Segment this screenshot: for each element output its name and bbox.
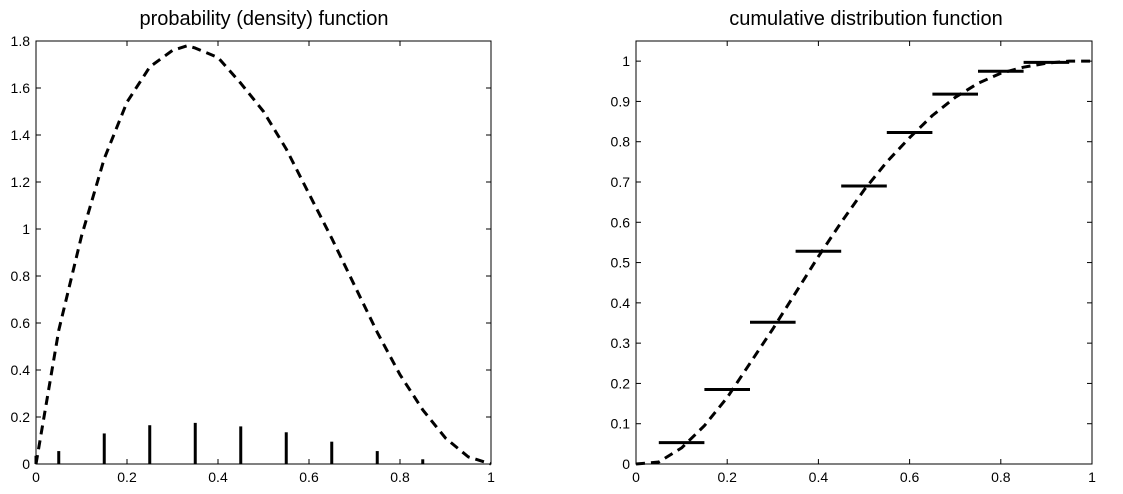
cdf-x-tick-label: 0.2 [717,469,737,485]
cdf-y-tick-label: 1 [622,53,630,69]
cdf-y-tick-label: 0.2 [611,375,631,391]
pdf-x-tick-label: 0.4 [208,469,228,485]
cdf-y-tick-label: 0.8 [611,134,631,150]
cdf-y-tick-label: 0 [622,456,630,472]
cdf-y-tick-label: 0.7 [611,174,631,190]
pdf-y-tick-label: 0.6 [11,315,31,331]
pdf-dashed-curve [34,44,492,466]
cdf-plot-frame [635,40,1093,465]
pdf-y-tick-label: 1 [22,221,30,237]
pdf-y-tick-label: 1.8 [11,33,31,49]
pdf-y-tick-label: 1.6 [11,80,31,96]
cdf-x-tick-label: 0.4 [809,469,829,485]
cdf-title: cumulative distribution function [729,8,1002,30]
pdf-y-tick-label: 1.2 [11,174,31,190]
pdf-x-tick-label: 0 [32,469,40,485]
cdf-y-tick-label: 0.3 [611,335,631,351]
cdf-x-tick-label: 0 [632,469,640,485]
cdf-dashed-curve [635,59,1092,466]
pdf-x-tick-label: 0.6 [299,469,319,485]
cdf-panel: cumulative distribution function 0 0.2 0.4… [611,8,1097,485]
pdf-panel: probability (density) function 0 0.2 0.4 0.… [11,8,496,485]
cdf-y-tick-label: 0.5 [611,255,631,271]
cdf-x-tick-label: 1 [1088,469,1096,485]
pdf-y-tick-label: 1.4 [11,127,31,143]
pdf-title: probability (density) function [139,8,388,30]
cdf-y-tick-label: 0.6 [611,214,631,230]
pdf-y-tick-label: 0 [22,456,30,472]
pdf-y-tick-label: 0.2 [11,409,31,425]
cdf-x-tick-label: 0.8 [991,469,1011,485]
cdf-x-tick-label: 0.6 [900,469,920,485]
cdf-y-tick-label: 0.9 [611,93,631,109]
pdf-x-tick-label: 0.8 [390,469,410,485]
pdf-x-tick-label: 0.2 [117,469,137,485]
pdf-y-tick-label: 0.4 [11,362,31,378]
pdf-x-tick-label: 1 [487,469,495,485]
pdf-plot-frame [35,40,492,465]
cdf-y-tick-label: 0.1 [611,416,631,432]
cdf-y-tick-label: 0.4 [611,295,631,311]
pdf-y-tick-label: 0.8 [11,268,31,284]
